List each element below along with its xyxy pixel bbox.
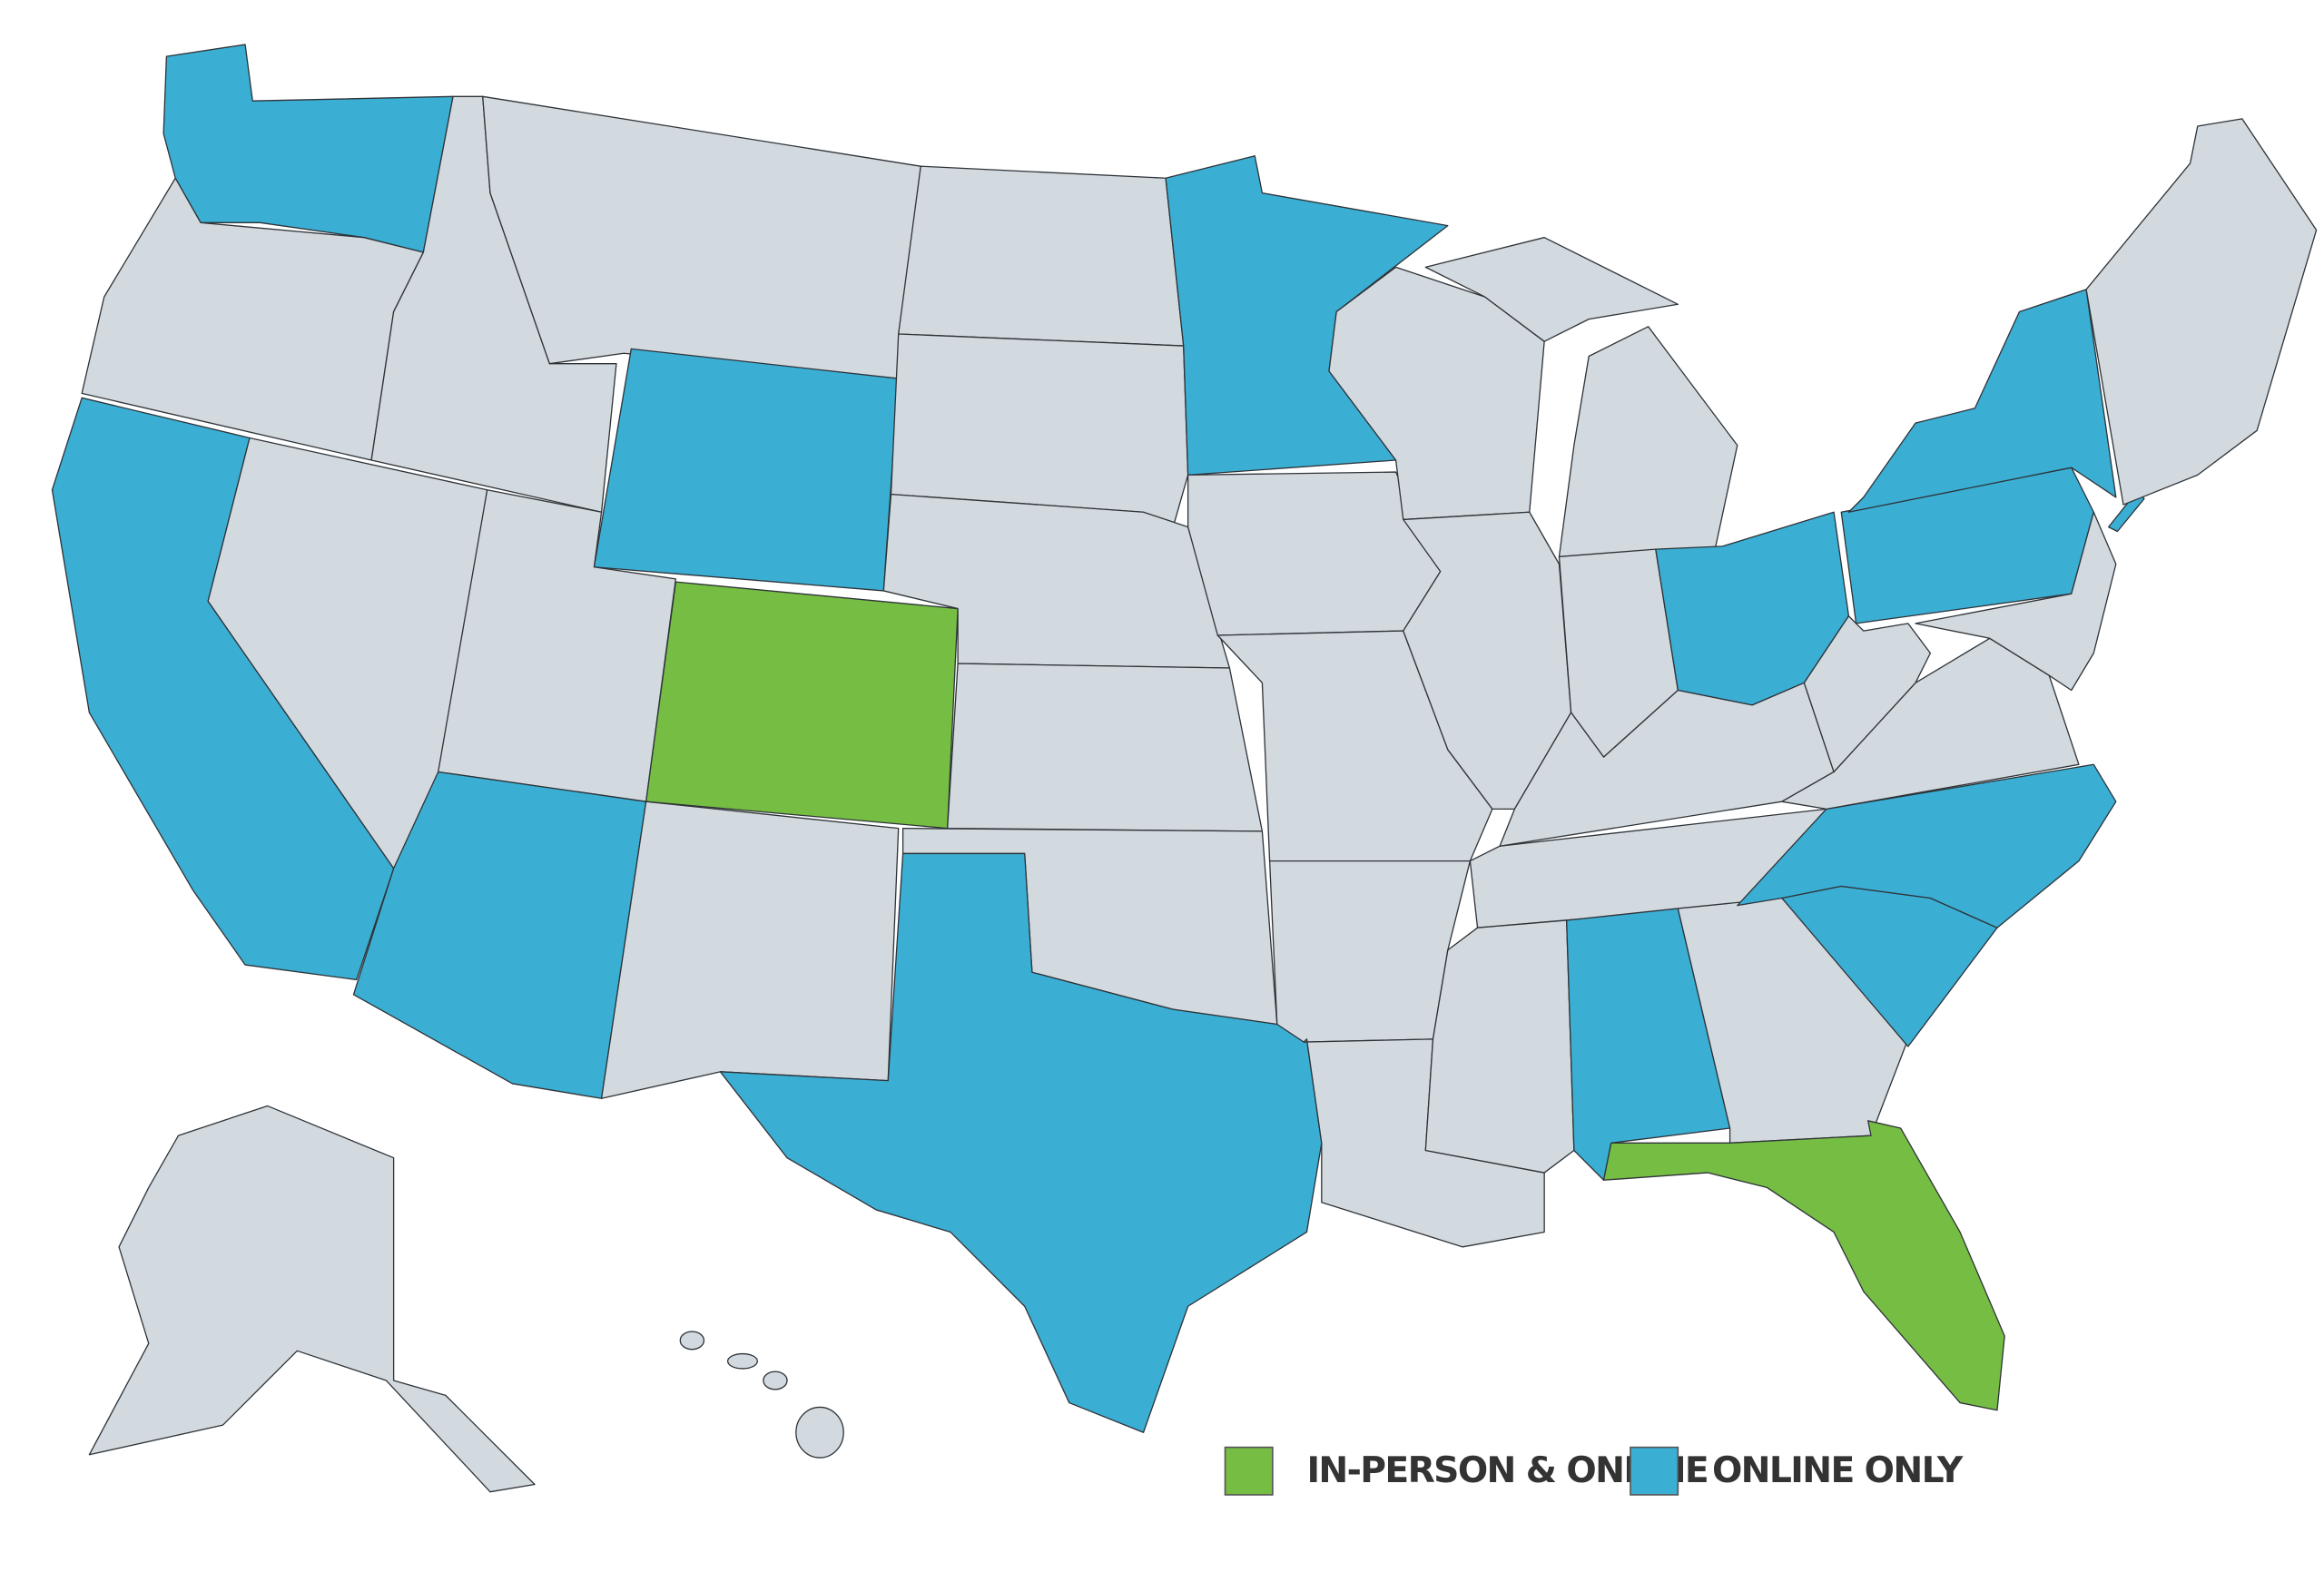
state — [1424, 237, 1679, 342]
state — [719, 852, 1323, 1433]
state — [1803, 615, 1932, 773]
state — [482, 95, 921, 379]
state — [1737, 763, 2117, 928]
state — [1558, 326, 1738, 557]
state — [1602, 1120, 2005, 1411]
state — [2085, 118, 2318, 506]
state — [763, 1371, 788, 1390]
state — [600, 801, 900, 1099]
state — [679, 1331, 705, 1351]
states — [51, 44, 2318, 1493]
state — [162, 44, 454, 253]
state — [898, 165, 1185, 347]
legend-swatch — [1630, 1446, 1679, 1496]
state — [726, 1352, 758, 1370]
state — [947, 663, 1264, 832]
state — [795, 1406, 844, 1459]
state — [88, 1105, 536, 1493]
legend: IN-PERSON & ONLINE ONLINE ONLY — [1224, 1446, 1965, 1496]
state — [1403, 511, 1572, 811]
state — [593, 348, 900, 592]
legend-swatch — [1224, 1446, 1274, 1496]
state — [645, 581, 959, 830]
state — [1424, 919, 1575, 1174]
state — [1915, 511, 2117, 692]
legend-label: ONLINE ONLY — [1712, 1450, 1964, 1491]
